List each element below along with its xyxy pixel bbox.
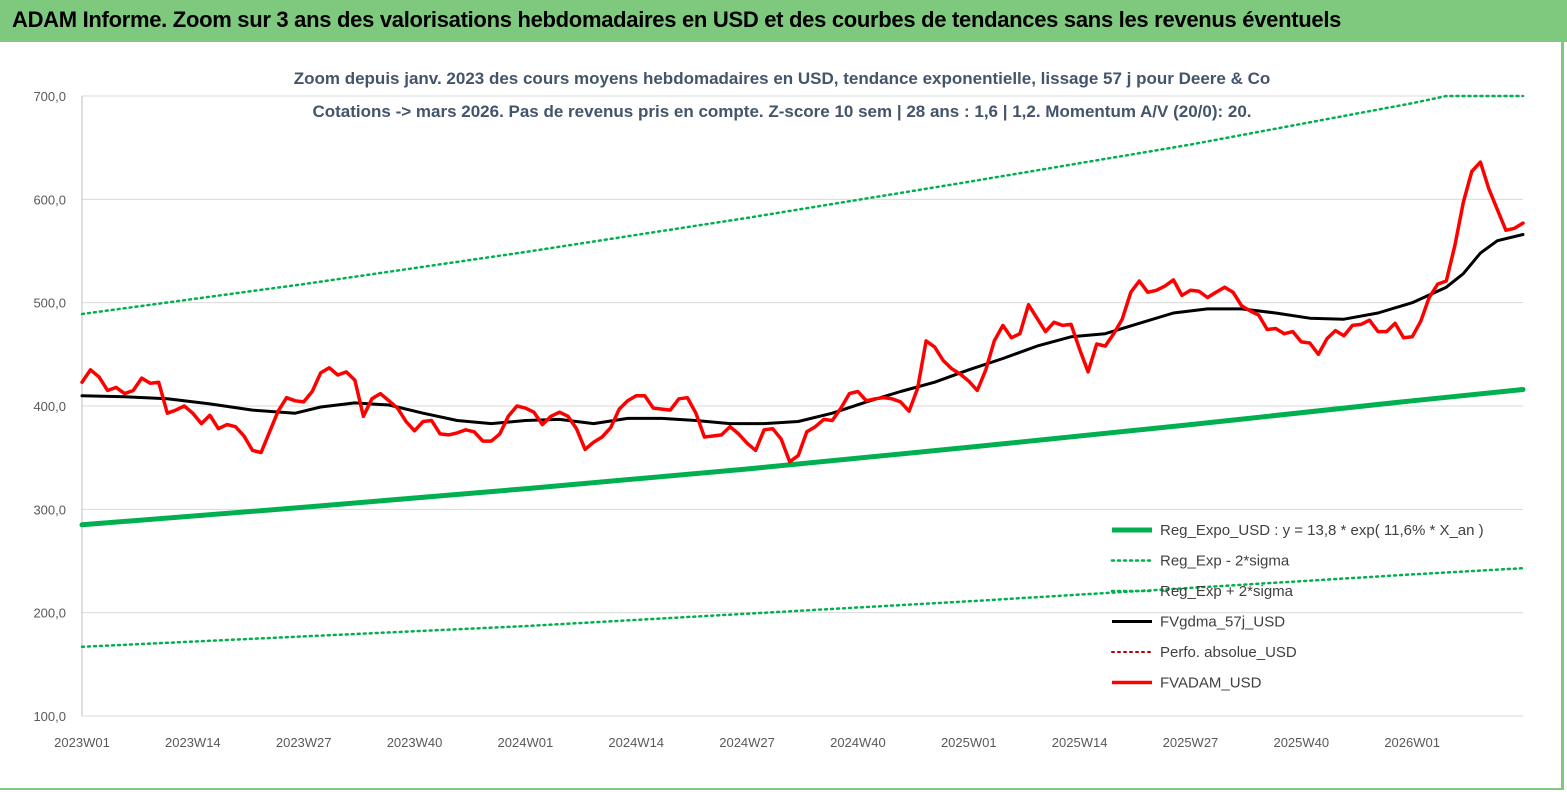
x-tick-label: 2024W40 (830, 735, 886, 750)
legend-label: FVADAM_USD (1160, 675, 1262, 692)
report-banner: ADAM Informe. Zoom sur 3 ans des valoris… (0, 0, 1567, 42)
x-tick-label: 2024W27 (719, 735, 775, 750)
y-tick-label: 100,0 (33, 709, 66, 724)
x-tick-label: 2026W01 (1384, 735, 1440, 750)
chart-title: Zoom depuis janv. 2023 des cours moyens … (294, 69, 1271, 88)
series-line (80, 94, 1525, 316)
series-line (79, 387, 1526, 528)
report-title: ADAM Informe. Zoom sur 3 ans des valoris… (12, 7, 1342, 32)
legend-label: Perfo. absolue_USD (1160, 644, 1297, 661)
x-tick-label: 2023W01 (54, 735, 110, 750)
y-axis-ticks: 700,0 600,0 500,0 400,0 300,0 200,0 100,0 (33, 89, 66, 724)
legend-label: Reg_Exp - 2*sigma (1160, 553, 1290, 570)
series-line (80, 233, 1525, 426)
y-tick-label: 200,0 (33, 606, 66, 621)
x-tick-label: 2025W40 (1273, 735, 1329, 750)
chart-frame (0, 42, 1564, 790)
x-tick-label: 2025W27 (1163, 735, 1219, 750)
series-lines (79, 94, 1526, 649)
x-tick-label: 2023W14 (165, 735, 221, 750)
y-tick-label: 600,0 (33, 192, 66, 207)
x-tick-label: 2024W01 (498, 735, 554, 750)
x-tick-label: 2025W14 (1052, 735, 1108, 750)
x-tick-label: 2025W01 (941, 735, 997, 750)
legend-label: Reg_Exp + 2*sigma (1160, 583, 1294, 600)
y-tick-label: 300,0 (33, 502, 66, 517)
x-tick-label: 2023W40 (387, 735, 443, 750)
series-line (80, 566, 1525, 649)
series-line (80, 160, 1525, 464)
y-tick-label: 700,0 (33, 89, 66, 104)
y-tick-label: 500,0 (33, 296, 66, 311)
y-tick-label: 400,0 (33, 399, 66, 414)
legend: Reg_Expo_USD : y = 13,8 * exp( 11,6% * X… (1110, 522, 1484, 692)
chart-subtitle: Cotations -> mars 2026. Pas de revenus p… (312, 102, 1251, 121)
x-tick-label: 2024W14 (608, 735, 664, 750)
gridlines (81, 95, 1523, 717)
legend-label: Reg_Expo_USD : y = 13,8 * exp( 11,6% * X… (1160, 522, 1484, 539)
legend-label: FVgdma_57j_USD (1160, 614, 1285, 631)
x-axis-ticks: 2023W01 2023W14 2023W27 2023W40 2024W01 2024W… (54, 735, 1440, 750)
x-tick-label: 2023W27 (276, 735, 332, 750)
